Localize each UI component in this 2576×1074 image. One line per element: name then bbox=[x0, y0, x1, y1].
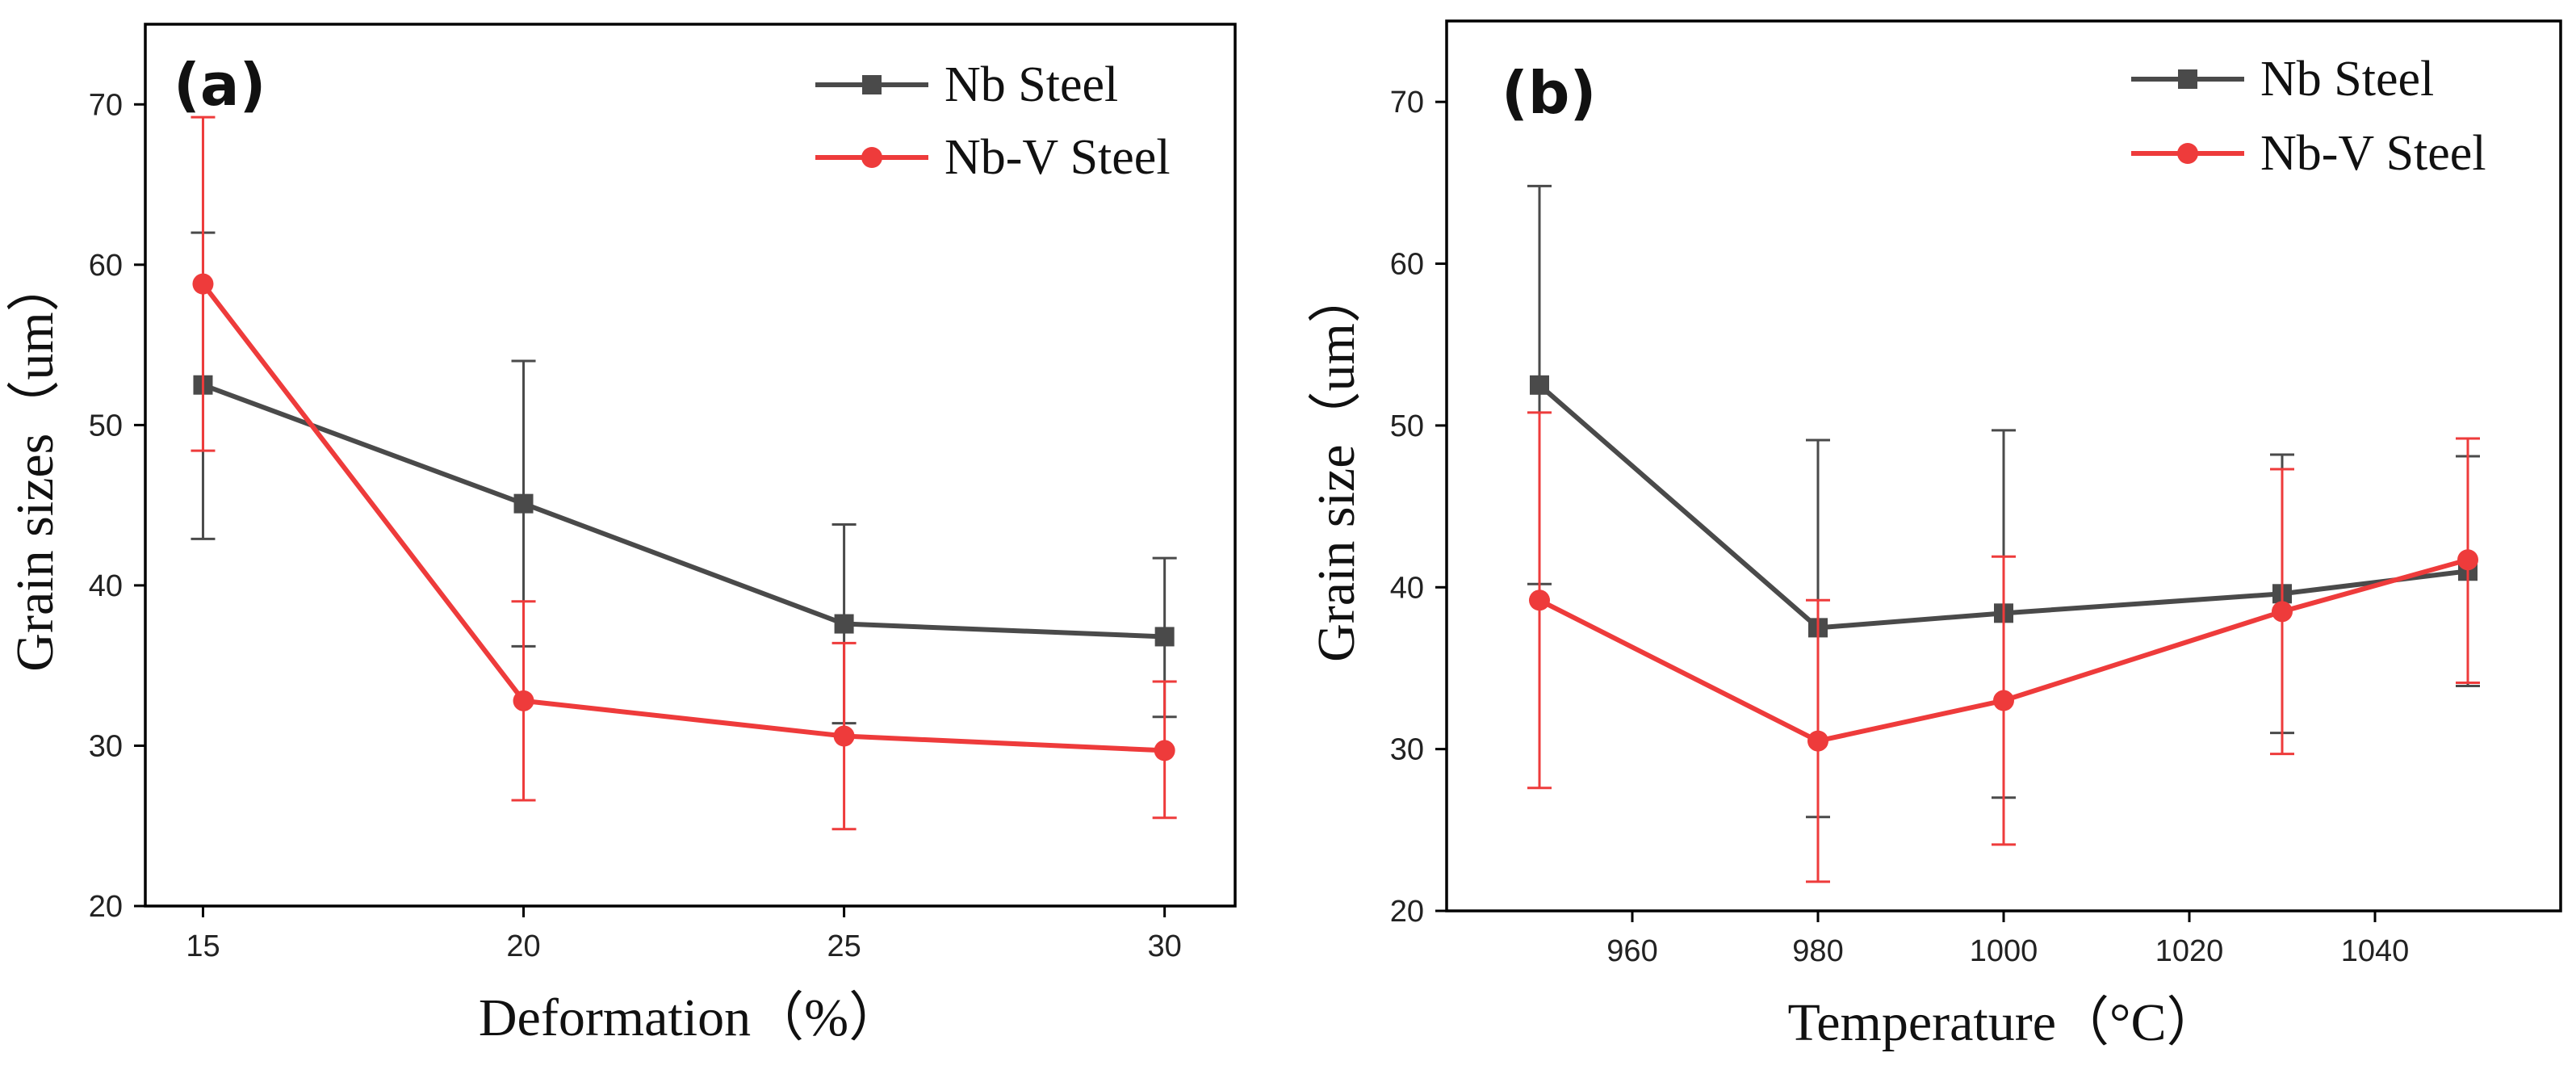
legend-entry-nb-v-steel: Nb-V Steel bbox=[2131, 126, 2486, 181]
y-tick-label-a: 70 bbox=[89, 88, 123, 122]
legend-marker bbox=[862, 75, 882, 94]
legend-entry-nb-v-steel: Nb-V Steel bbox=[815, 130, 1171, 185]
series-line bbox=[201, 282, 1165, 753]
data-point bbox=[833, 725, 855, 747]
y-tick-label-b: 30 bbox=[1390, 733, 1424, 767]
x-axis-label-b: Temperature（°C） bbox=[1788, 993, 2220, 1052]
legend-label: Nb Steel bbox=[2260, 52, 2434, 107]
y-tick-label-b: 20 bbox=[1390, 895, 1424, 929]
series-a-nb-v-steel bbox=[191, 115, 1177, 831]
y-axis-label-b: Grain size（um） bbox=[1307, 270, 1366, 662]
data-point bbox=[834, 614, 854, 634]
x-tick-label-a: 25 bbox=[827, 929, 861, 963]
series-line bbox=[202, 382, 1165, 640]
data-point bbox=[1529, 589, 1550, 611]
legend-entry-nb-steel: Nb Steel bbox=[2131, 52, 2434, 107]
data-point bbox=[2272, 601, 2293, 623]
y-axis-label-a: Grain sizes（um） bbox=[6, 258, 65, 671]
x-axis-label-a: Deformation（%） bbox=[479, 988, 902, 1047]
data-point bbox=[2457, 549, 2478, 571]
data-point bbox=[513, 690, 534, 711]
x-tick-label-a: 20 bbox=[506, 929, 540, 963]
chart-panel-a: 15 20 25 30 20 30 40 50 60 70 Deformation（%） Grain … bbox=[6, 23, 1237, 1047]
y-tick-label-a: 30 bbox=[89, 729, 123, 763]
legend-marker bbox=[861, 147, 882, 168]
legend-label: Nb-V Steel bbox=[945, 130, 1171, 185]
legend-marker bbox=[2178, 69, 2197, 89]
data-point bbox=[1530, 375, 1549, 395]
data-point bbox=[1154, 627, 1175, 647]
data-point bbox=[1993, 690, 2014, 711]
legend-entry-nb-steel: Nb Steel bbox=[815, 57, 1118, 112]
data-point bbox=[513, 493, 534, 514]
y-tick-label-b: 70 bbox=[1390, 86, 1424, 120]
y-tick-label-a: 60 bbox=[89, 249, 123, 283]
x-tick-label-b: 1040 bbox=[2341, 934, 2410, 968]
x-tick-label-b: 1020 bbox=[2155, 934, 2224, 968]
y-tick-label-a: 50 bbox=[89, 409, 123, 443]
y-tick-label-b: 60 bbox=[1390, 248, 1424, 282]
x-tick-label-b: 960 bbox=[1606, 934, 1657, 968]
y-tick-label-a: 40 bbox=[89, 569, 123, 603]
legend-marker bbox=[2177, 143, 2198, 164]
plot-frame-a bbox=[144, 23, 1237, 908]
y-tick-label-a: 20 bbox=[89, 890, 123, 924]
data-point bbox=[192, 273, 214, 295]
series-b-nb-v-steel bbox=[1527, 411, 2480, 883]
data-point bbox=[1807, 730, 1828, 752]
chart-panel-b: 960 980 1000 1020 1040 20 30 40 50 60 70 Temperatur… bbox=[1307, 19, 2562, 1052]
series-a-nb-steel bbox=[191, 231, 1177, 725]
x-tick-label-a: 30 bbox=[1148, 929, 1182, 963]
panel-label-a: (a) bbox=[174, 51, 266, 119]
x-tick-label-b: 1000 bbox=[1970, 934, 2038, 968]
data-point bbox=[1154, 740, 1175, 761]
legend-label: Nb-V Steel bbox=[2260, 126, 2486, 181]
x-tick-label-b: 980 bbox=[1792, 934, 1843, 968]
legend-label: Nb Steel bbox=[945, 57, 1118, 112]
x-tick-label-a: 15 bbox=[186, 929, 220, 963]
panel-label-b: (b) bbox=[1502, 59, 1596, 127]
y-tick-label-b: 40 bbox=[1390, 571, 1424, 605]
y-tick-label-b: 50 bbox=[1390, 409, 1424, 443]
